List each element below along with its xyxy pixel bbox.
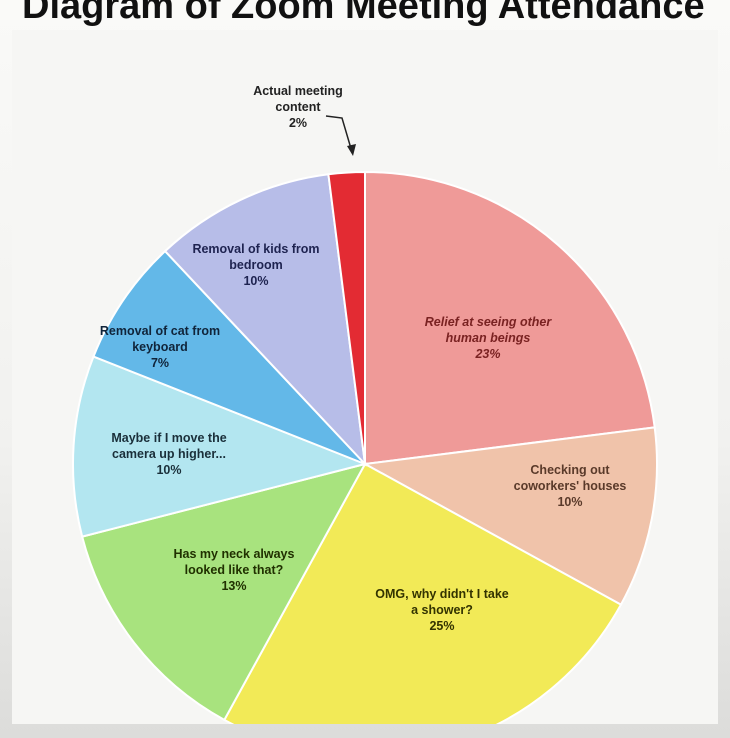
slice-label-line: Actual meeting (253, 84, 343, 98)
slice-label: Relief at seeing other human beings 23% (425, 315, 553, 361)
slice-label: Removal of cat from keyboard 7% (100, 324, 220, 370)
slice-percent: 23% (474, 347, 500, 361)
slice-percent: 7% (151, 356, 169, 370)
slice-label-line: Checking out (530, 463, 610, 477)
pie-slice (361, 426, 658, 607)
chart-card: Relief at seeing other human beings 23% Che… (12, 30, 718, 724)
leader-arrowhead (347, 144, 356, 156)
slice-label-line: a shower? (411, 603, 473, 617)
slice-percent: 25% (429, 619, 454, 633)
slice-label: Actual meeting content 2% (253, 84, 343, 130)
slice-label-line: looked like that? (185, 563, 284, 577)
pie-slice (163, 173, 367, 467)
slice-label-line: camera up higher... (112, 447, 226, 461)
slice-percent: 2% (289, 116, 307, 130)
slice-label-line: bedroom (229, 258, 282, 272)
slice-percent: 10% (243, 274, 268, 288)
slice-percent: 10% (557, 495, 582, 509)
pie-slice (72, 355, 369, 538)
slice-label-line: Removal of kids from (192, 242, 319, 256)
slice-label: Maybe if I move the camera up higher... 10… (111, 431, 226, 477)
slice-label: OMG, why didn't I take a shower? 25% (375, 587, 509, 633)
pie-slice (92, 249, 366, 465)
slice-label-line: keyboard (132, 340, 188, 354)
slice-label: Removal of kids from bedroom 10% (192, 242, 319, 288)
slice-label-line: content (275, 100, 321, 114)
chart-title: Diagram of Zoom Meeting Attendance (22, 0, 705, 27)
slice-label-line: Has my neck always (174, 547, 295, 561)
slice-label-line: coworkers' houses (514, 479, 627, 493)
slice-label-line: Maybe if I move the (111, 431, 226, 445)
slice-label: Checking out coworkers' houses 10% (514, 463, 627, 509)
slice-label: Has my neck always looked like that? 13% (174, 547, 295, 593)
pie-slice (80, 462, 367, 722)
pie-slice (222, 462, 623, 724)
slice-percent: 13% (221, 579, 246, 593)
pie-slice (364, 170, 656, 466)
pie-slice (327, 170, 366, 465)
pie-chart: Relief at seeing other human beings 23% Che… (72, 84, 658, 724)
slice-label-line: Relief at seeing other (425, 315, 553, 329)
slice-label-line: human beings (446, 331, 531, 345)
slice-percent: 10% (156, 463, 181, 477)
slice-label-line: Removal of cat from (100, 324, 220, 338)
slice-label-line: OMG, why didn't I take (375, 587, 509, 601)
leader-line (325, 115, 353, 153)
